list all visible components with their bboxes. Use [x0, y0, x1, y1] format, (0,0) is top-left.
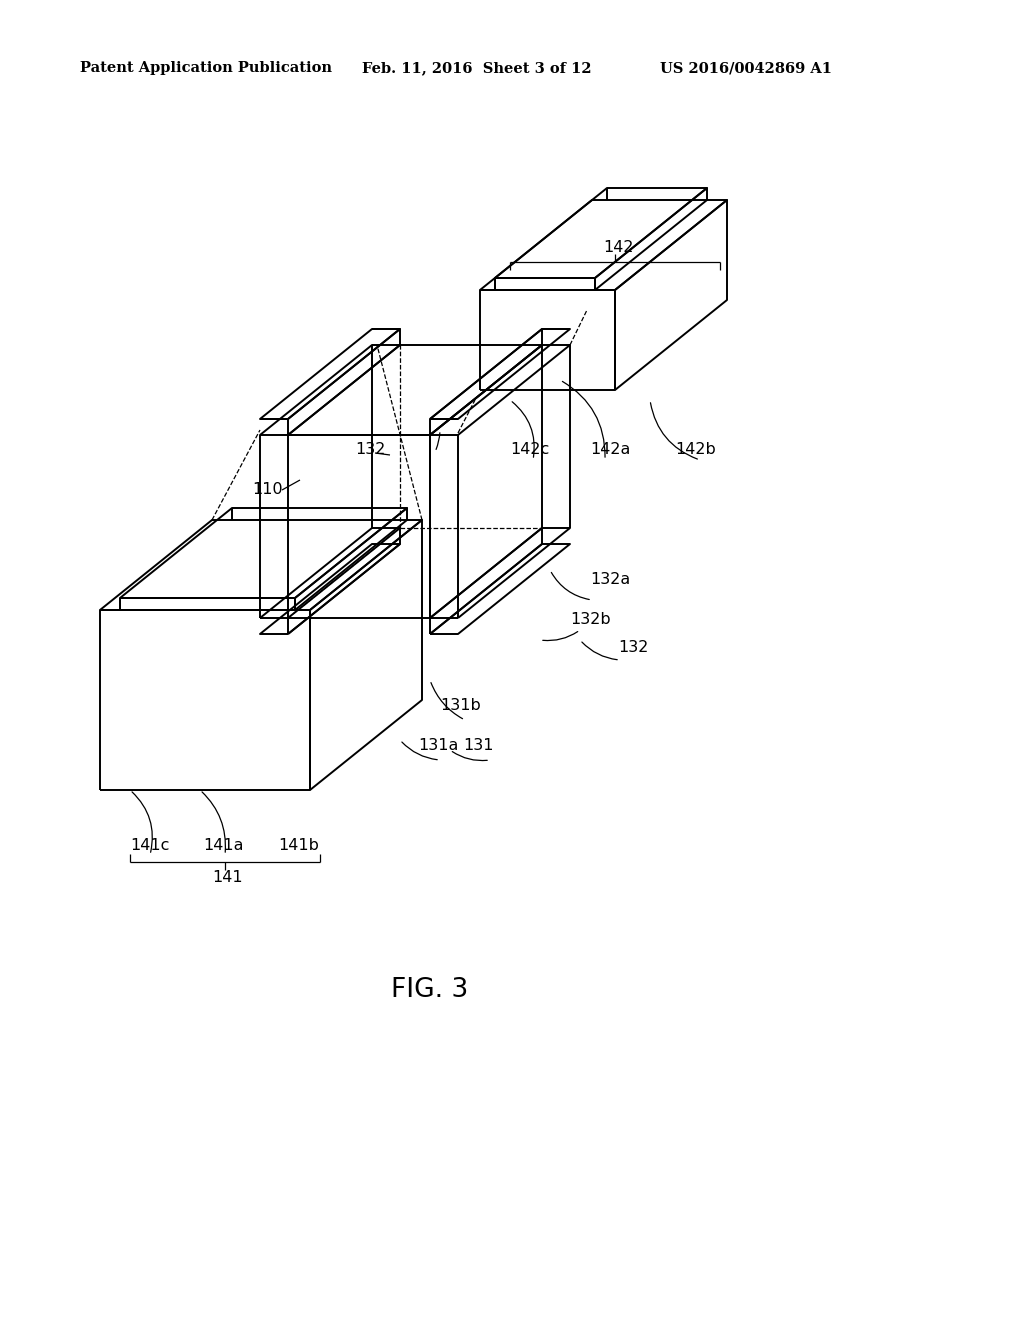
- Text: 141a: 141a: [203, 837, 244, 853]
- Text: 132: 132: [618, 640, 648, 656]
- Text: 141: 141: [212, 870, 243, 886]
- Text: 132: 132: [355, 442, 385, 458]
- Text: 131b: 131b: [440, 697, 480, 713]
- Text: 142b: 142b: [675, 442, 716, 458]
- Text: 131: 131: [463, 738, 494, 752]
- Text: 110: 110: [252, 483, 283, 498]
- Text: Patent Application Publication: Patent Application Publication: [80, 61, 332, 75]
- Text: 132a: 132a: [590, 573, 630, 587]
- Text: 141c: 141c: [130, 837, 169, 853]
- Text: 141b: 141b: [278, 837, 318, 853]
- Text: Feb. 11, 2016  Sheet 3 of 12: Feb. 11, 2016 Sheet 3 of 12: [362, 61, 592, 75]
- Text: 142c: 142c: [510, 442, 549, 458]
- Text: FIG. 3: FIG. 3: [391, 977, 469, 1003]
- Text: 131a: 131a: [418, 738, 459, 752]
- Text: 142a: 142a: [590, 442, 631, 458]
- Text: 142: 142: [603, 240, 634, 256]
- Text: 132b: 132b: [570, 612, 610, 627]
- Text: US 2016/0042869 A1: US 2016/0042869 A1: [660, 61, 831, 75]
